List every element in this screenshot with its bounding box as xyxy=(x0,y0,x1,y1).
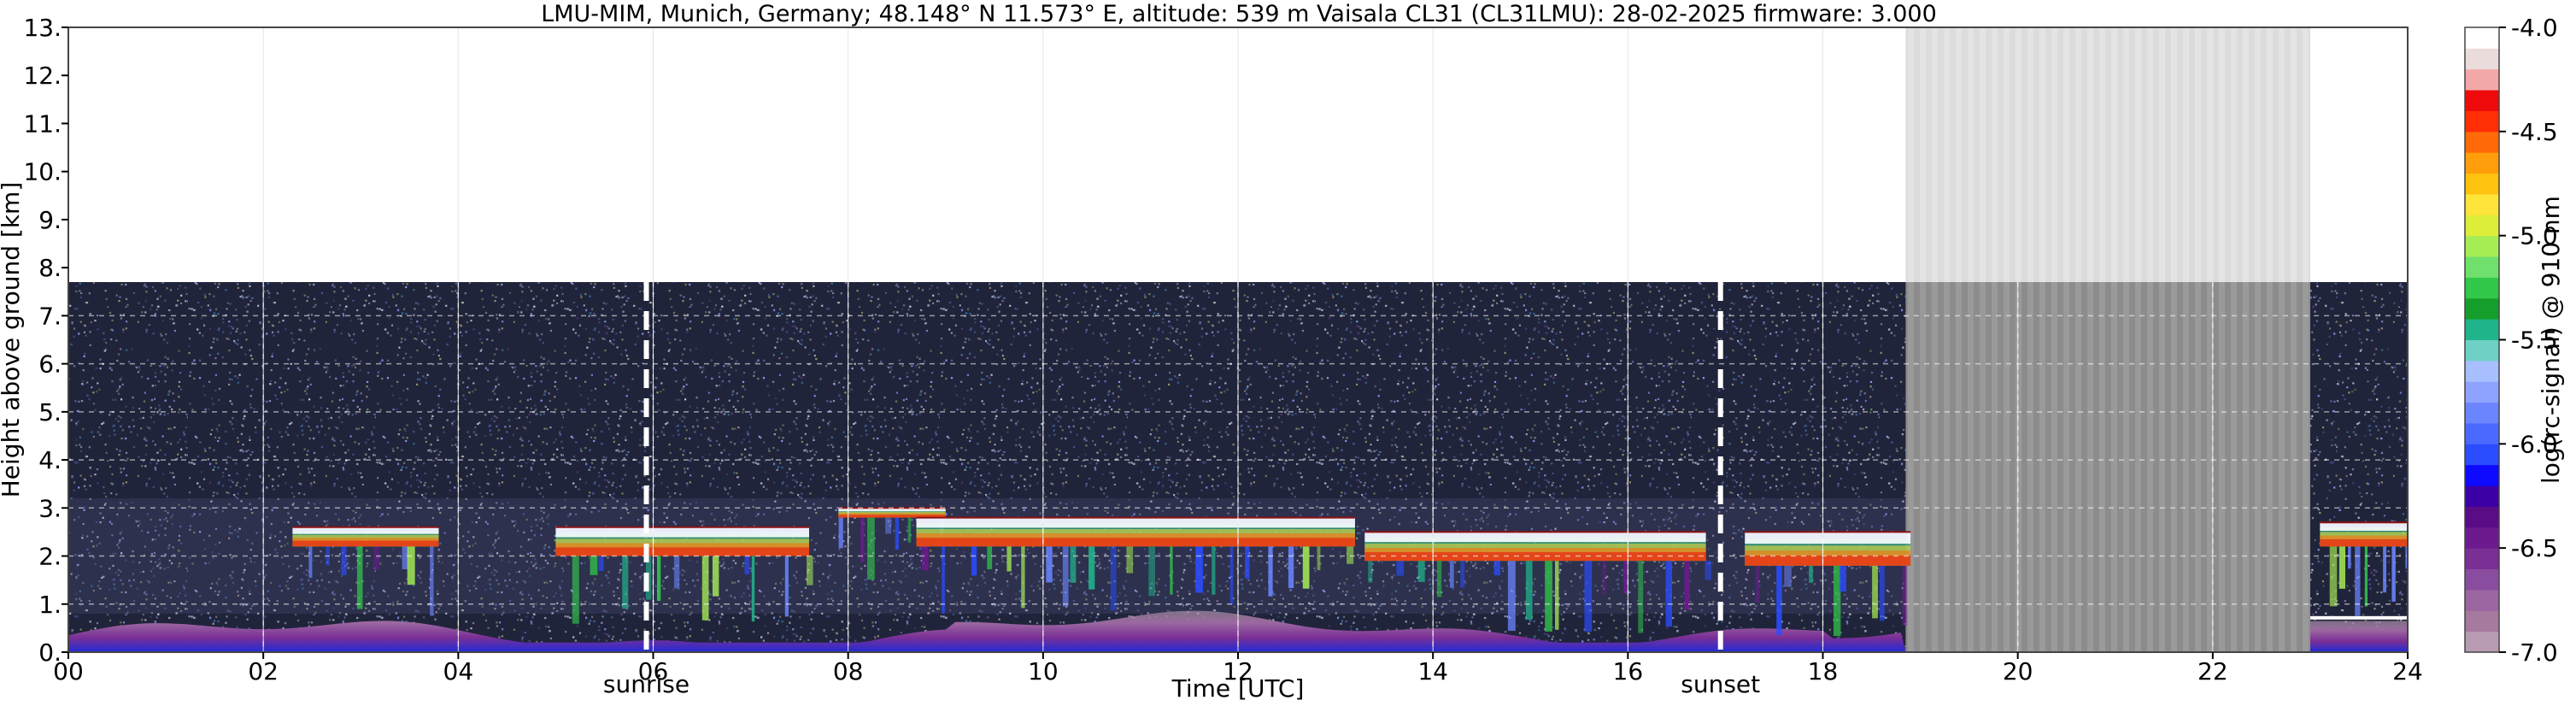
missing-data-block xyxy=(1905,282,2310,652)
colorbar-segment-19 xyxy=(2465,235,2499,257)
x-tick-label-7: 14 xyxy=(1417,657,1448,685)
y-tick-label-5: 5. xyxy=(38,398,62,427)
sun-event-lines: sunrise sunset xyxy=(603,282,1760,698)
colorbar-tick-label-5: -6.5 xyxy=(2511,534,2558,562)
colorbar-segment-7 xyxy=(2465,485,2499,507)
x-tick-label-1: 02 xyxy=(248,657,279,685)
colorbar-segment-5 xyxy=(2465,527,2499,549)
colorbar-tick-label-0: -4.0 xyxy=(2511,14,2558,42)
y-tick-label-10: 10. xyxy=(23,158,62,186)
x-tick-label-3: 06 xyxy=(638,657,669,685)
colorbar-segment-23 xyxy=(2465,152,2499,174)
backscatter-field xyxy=(68,282,2408,652)
cloud-layer-6 xyxy=(1745,531,1911,637)
chart-title: LMU-MIM, Munich, Germany; 48.148° N 11.5… xyxy=(541,1,1937,27)
colorbar-label: log(rc-signal) @ 910 nm xyxy=(2537,196,2565,484)
x-axis-label: Time [UTC] xyxy=(1171,674,1305,703)
cloud-layer-1 xyxy=(292,526,439,616)
y-tick-label-11: 11. xyxy=(23,109,62,138)
x-tick-label-12: 24 xyxy=(2392,657,2423,685)
x-tick-label-4: 08 xyxy=(833,657,864,685)
y-tick-label-12: 12. xyxy=(23,62,62,90)
colorbar-segment-6 xyxy=(2465,506,2499,528)
colorbar-tick-label-6: -7.0 xyxy=(2511,638,2558,667)
x-tick-label-0: 00 xyxy=(53,657,84,685)
colorbar-segment-18 xyxy=(2465,256,2499,278)
y-tick-label-1: 1. xyxy=(38,591,62,619)
colorbar-segment-16 xyxy=(2465,297,2499,320)
x-tick-label-8: 16 xyxy=(1613,657,1644,685)
y-tick-label-0: 0. xyxy=(38,638,62,667)
surface-aerosol-layer-night xyxy=(2309,621,2408,652)
colorbar-segment-21 xyxy=(2465,193,2499,215)
colorbar-tick-label-1: -4.5 xyxy=(2511,118,2558,146)
colorbar-segment-27 xyxy=(2465,68,2499,91)
colorbar-segment-22 xyxy=(2465,173,2499,195)
x-tick-label-6: 12 xyxy=(1223,657,1253,685)
cloud-layer-7 xyxy=(2320,521,2408,616)
colorbar: -4.0 -4.5 -5.0 -5.5 -6.0 -6.5 -7.0 xyxy=(2464,14,2558,667)
surface-aerosol-layer xyxy=(68,610,1906,652)
colorbar-segment-29 xyxy=(2465,27,2499,49)
sunset-label: sunset xyxy=(1681,670,1760,698)
colorbar-segment-24 xyxy=(2465,131,2499,153)
y-tick-label-2: 2. xyxy=(38,543,62,571)
x-tick-label-11: 22 xyxy=(2198,657,2228,685)
colorbar-segment-0 xyxy=(2465,631,2499,653)
y-tick-label-9: 9. xyxy=(38,206,62,234)
colorbar-segment-11 xyxy=(2465,402,2499,424)
grid-lines xyxy=(68,27,2408,652)
x-axis: 00 02 04 06 08 10 12 14 16 18 20 22 24 xyxy=(53,652,2423,685)
cloud-layer-4 xyxy=(916,516,1355,614)
y-axis-label: Height above ground [km] xyxy=(0,182,25,498)
colorbar-segment-15 xyxy=(2465,319,2499,340)
noise-field-left xyxy=(68,282,1906,652)
y-tick-label-3: 3. xyxy=(38,494,62,522)
x-tick-label-5: 10 xyxy=(1028,657,1059,685)
y-tick-label-6: 6. xyxy=(38,350,62,379)
x-tick-label-9: 18 xyxy=(1808,657,1839,685)
colorbar-segment-2 xyxy=(2465,589,2499,611)
colorbar-segment-8 xyxy=(2465,464,2499,486)
colorbar-segment-1 xyxy=(2465,610,2499,632)
x-tick-label-10: 20 xyxy=(2003,657,2033,685)
colorbar-segment-12 xyxy=(2465,381,2499,403)
colorbar-segment-20 xyxy=(2465,215,2499,237)
y-tick-label-13: 13. xyxy=(23,14,62,42)
y-axis: 0. 1. 2. 3. 4. 5. 6. 7. 8. 9. 10. 11. 12. 13. xyxy=(23,14,68,667)
colorbar-segment-28 xyxy=(2465,48,2499,70)
colorbar-segment-10 xyxy=(2465,422,2499,444)
colorbar-segment-17 xyxy=(2465,277,2499,299)
colorbar-tick-label-4: -6.0 xyxy=(2511,430,2558,458)
colorbar-segment-9 xyxy=(2465,444,2499,466)
missing-data-upper xyxy=(1905,27,2310,283)
colorbar-segment-13 xyxy=(2465,360,2499,382)
sunrise-label: sunrise xyxy=(603,670,689,698)
y-tick-label-7: 7. xyxy=(38,302,62,330)
colorbar-segment-14 xyxy=(2465,339,2499,362)
y-tick-label-8: 8. xyxy=(38,254,62,282)
cloud-layer-2 xyxy=(555,526,813,624)
night-inversion-line xyxy=(2309,615,2408,620)
cloud-layer-5 xyxy=(1364,531,1712,633)
colorbar-tick-label-3: -5.5 xyxy=(2511,327,2558,355)
colorbar-segment-25 xyxy=(2465,110,2499,132)
y-tick-label-4: 4. xyxy=(38,446,62,474)
colorbar-segment-3 xyxy=(2465,568,2499,591)
x-tick-label-2: 04 xyxy=(443,657,474,685)
colorbar-segment-26 xyxy=(2465,90,2499,111)
colorbar-segment-4 xyxy=(2465,548,2499,570)
colorbar-tick-label-2: -5.0 xyxy=(2511,222,2558,250)
